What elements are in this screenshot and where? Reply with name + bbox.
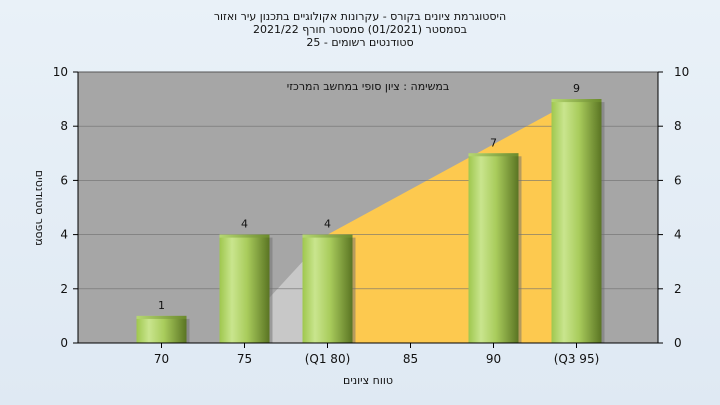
chart-annotation: במשימה : ציון סופי במחשב המרכזי (287, 80, 450, 93)
data-label: 1 (158, 299, 165, 312)
bars-layer: 1 4 4 7 9 (136, 82, 605, 343)
data-label: 4 (324, 218, 331, 231)
y-tick-label-left: 0 (60, 336, 68, 350)
y-axis-title: מספר סטודנטים (33, 170, 46, 246)
y-tick-label-left: 8 (60, 119, 68, 133)
bar (136, 315, 187, 343)
bar-top (468, 153, 519, 157)
data-label: 9 (573, 82, 580, 95)
data-label: 7 (490, 136, 497, 149)
bar-top (136, 315, 187, 319)
x-axis-title: טווח ציונים (343, 374, 393, 387)
y-tick-label-right: 8 (674, 119, 682, 133)
x-tick-label: (Q3 95) (554, 352, 600, 366)
x-tick-label: 85 (403, 352, 418, 366)
bar-top (302, 234, 353, 238)
chart-title: היסטוגרמת ציונים בקורס - עקרונות אקולוגי… (0, 10, 720, 49)
bar (302, 234, 353, 343)
chart-title-line-1: היסטוגרמת ציונים בקורס - עקרונות אקולוגי… (213, 10, 507, 23)
y-tick-label-right: 6 (674, 173, 682, 187)
y-tick-label-right: 2 (674, 282, 682, 296)
bar-top (551, 99, 602, 103)
chart-title-line-3: סטודנטים רשומים - 25 (306, 36, 414, 49)
y-tick-label-left: 2 (60, 282, 68, 296)
y-tick-label-left: 6 (60, 173, 68, 187)
y-tick-label-right: 10 (674, 65, 689, 79)
y-tick-label-right: 4 (674, 228, 682, 242)
x-tick-label: (Q1 80) (305, 352, 351, 366)
bar (551, 99, 602, 343)
x-tick-label: 75 (237, 352, 252, 366)
bar-top (219, 234, 270, 238)
x-tick-label: 90 (486, 352, 501, 366)
y-tick-label-left: 4 (60, 228, 68, 242)
axes-layer: 0 0 2 2 4 4 6 6 8 8 10 10 70 75 (Q1 80) 85 90 (Q3 95) (53, 65, 690, 366)
chart-title-line-2: בסמסטר (01/2021) סמסטר חורף 2021/22 (253, 23, 467, 36)
x-tick-label: 70 (154, 352, 169, 366)
bar (219, 234, 270, 343)
data-label: 4 (241, 218, 248, 231)
y-tick-label-left: 10 (53, 65, 68, 79)
y-tick-label-right: 0 (674, 336, 682, 350)
bar (468, 153, 519, 343)
